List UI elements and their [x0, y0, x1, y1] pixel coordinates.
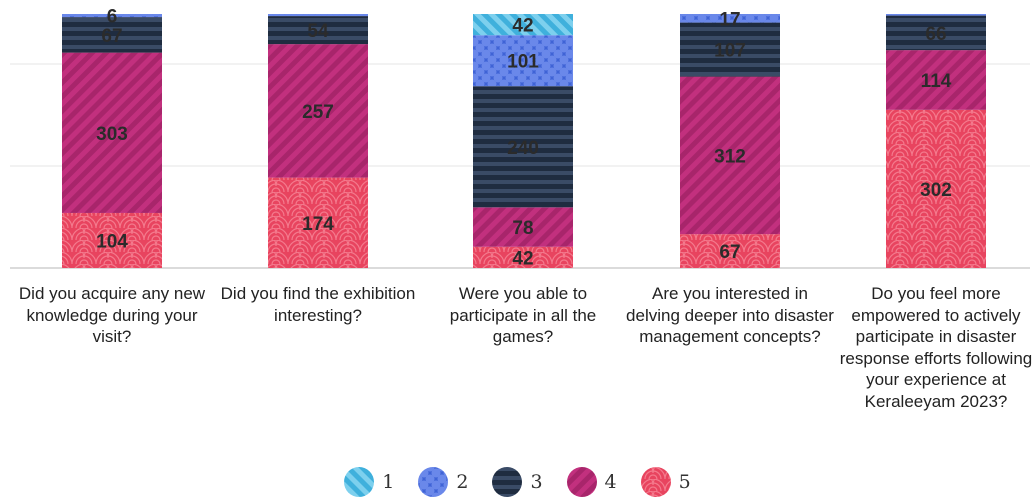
legend-label: 1: [382, 471, 395, 493]
legend-label: 3: [530, 471, 543, 493]
data-label: 6: [107, 7, 118, 28]
category-label: Did you find the exhibition interesting?: [220, 284, 416, 325]
data-label: 66: [925, 24, 946, 45]
bar-segment-4: [268, 44, 368, 178]
bar-segment-2: [886, 14, 986, 16]
bar-segment-1: [473, 14, 573, 36]
legend-swatch: [492, 467, 523, 497]
legend-swatch: [418, 467, 449, 497]
legend-item-5[interactable]: 5: [640, 467, 691, 497]
data-label: 174: [302, 214, 334, 235]
stacked-bar-chart: 1043036761742575442782401014267312107173…: [10, 7, 1030, 270]
bar-segment-4: [886, 50, 986, 110]
bar-segment-4: [62, 52, 162, 213]
data-label: 17: [719, 9, 740, 30]
legend: 1 2 3 4 5: [0, 462, 1035, 502]
bar-segment-5: [886, 109, 986, 268]
bar-segment-3: [886, 15, 986, 51]
category-label: Are you interested in delving deeper int…: [626, 284, 834, 346]
bar-segment-3: [62, 17, 162, 53]
data-label: 54: [307, 21, 329, 42]
bar-segment-5: [268, 177, 368, 268]
bar-segment-5: [62, 212, 162, 268]
bar-segment-4: [473, 207, 573, 247]
legend-label: 4: [604, 471, 617, 493]
bar-segment-3: [473, 86, 573, 208]
bar-segment-2: [62, 14, 162, 18]
bar-segment-5: [473, 246, 573, 268]
legend-item-3[interactable]: 3: [492, 467, 543, 497]
data-label: 42: [512, 248, 533, 269]
legend-item-1[interactable]: 1: [344, 467, 394, 497]
bar-segment-2: [680, 14, 780, 23]
legend-label: 5: [678, 471, 691, 493]
bar-segment-3: [680, 22, 780, 77]
bar-segment-2: [473, 35, 573, 87]
data-label: 42: [512, 16, 533, 37]
category-label: Do you feel more empowered to actively p…: [839, 284, 1033, 411]
bar-segment-5: [680, 234, 780, 268]
data-label: 107: [714, 41, 746, 62]
data-label: 101: [507, 52, 539, 73]
bar-segment-4: [680, 76, 780, 235]
data-label: 240: [507, 138, 539, 159]
data-label: 104: [96, 231, 128, 252]
category-label: Were you able to participate in all the …: [449, 284, 597, 346]
bar-segment-2: [268, 14, 368, 17]
bar-segment-3: [268, 16, 368, 45]
legend-swatch: [640, 467, 671, 497]
data-label: 114: [921, 71, 952, 92]
data-label: 78: [512, 218, 533, 239]
data-label: 303: [96, 124, 128, 145]
data-label: 312: [714, 146, 746, 167]
data-label: 302: [920, 180, 952, 201]
category-label: Did you acquire any new knowledge during…: [18, 284, 206, 346]
data-label: 67: [101, 26, 122, 47]
legend-label: 2: [456, 471, 469, 493]
value-labels: 1043036761742575442782401014267312107173…: [96, 7, 952, 270]
legend-item-4[interactable]: 4: [566, 467, 617, 497]
data-label: 67: [719, 242, 740, 263]
legend-item-2[interactable]: 2: [418, 467, 468, 497]
legend-swatch: [344, 467, 375, 497]
legend-swatch: [566, 467, 597, 497]
data-label: 257: [302, 102, 334, 123]
bars: [62, 14, 986, 268]
